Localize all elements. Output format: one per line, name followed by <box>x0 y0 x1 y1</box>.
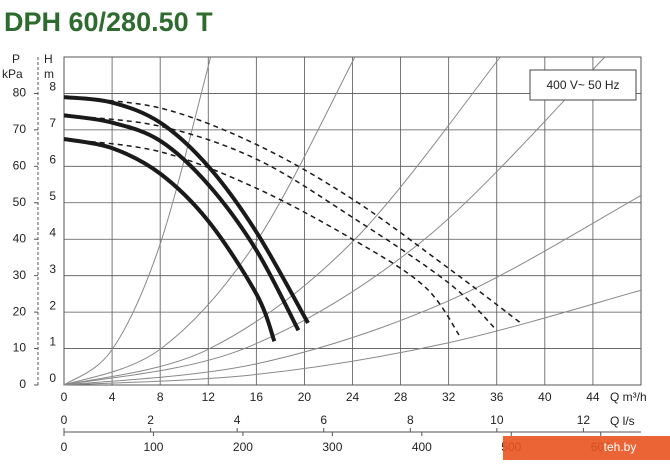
y2-tick-label: 10 <box>13 341 27 355</box>
curve <box>63 195 642 386</box>
x2-tick-label: 6 <box>320 413 327 427</box>
x2-tick-label: 4 <box>234 413 241 427</box>
x-tick-label: 36 <box>490 390 504 404</box>
y2-tick-label: 0 <box>19 377 26 391</box>
x-tick-label: 8 <box>157 390 164 404</box>
x-tick-label: 4 <box>109 390 116 404</box>
y-tick-label: 0 <box>49 371 56 385</box>
curve <box>63 96 522 324</box>
y-tick-label: 8 <box>49 80 56 94</box>
curve <box>63 56 606 386</box>
y2-tick-label: 20 <box>13 304 27 318</box>
x-tick-label: 28 <box>394 390 408 404</box>
y2-tick-label: 70 <box>13 122 27 136</box>
y2-unit: kPa <box>2 67 23 81</box>
y2-tick-label: 50 <box>13 195 27 209</box>
y-tick-label: 4 <box>49 225 56 239</box>
x-tick-label: 32 <box>442 390 456 404</box>
x-tick-label: 24 <box>346 390 360 404</box>
watermark: teh.by <box>604 440 637 454</box>
x2-tick-label: 10 <box>490 413 504 427</box>
y2-tick-label: 60 <box>13 159 27 173</box>
x-tick-label: 44 <box>586 390 600 404</box>
curve <box>63 289 642 386</box>
curve <box>63 56 212 386</box>
x3-tick-label: 300 <box>322 440 342 454</box>
curve <box>63 137 277 342</box>
y-tick-label: 3 <box>49 262 56 276</box>
y-label: H <box>44 52 53 66</box>
x-tick-label: 0 <box>61 390 68 404</box>
y-unit: m <box>44 67 54 81</box>
x-tick-label: 40 <box>538 390 552 404</box>
y-tick-label: 5 <box>49 189 56 203</box>
x2-tick-label: 2 <box>147 413 154 427</box>
x3-tick-label: 400 <box>412 440 432 454</box>
x2-tick-label: 8 <box>407 413 414 427</box>
curve <box>63 95 310 325</box>
curve <box>63 114 498 331</box>
y-tick-label: 2 <box>49 298 56 312</box>
y-tick-label: 6 <box>49 153 56 167</box>
x-tick-label: 12 <box>202 390 216 404</box>
x2-tick-label: 12 <box>577 413 591 427</box>
curve <box>63 113 301 332</box>
annotation-box <box>529 69 637 101</box>
annotation: 400 V~ 50 Hz <box>546 78 619 92</box>
y2-tick-label: 30 <box>13 268 27 282</box>
curve <box>63 56 501 386</box>
x3-tick-label: 0 <box>61 440 68 454</box>
y2-tick-label: 80 <box>13 86 27 100</box>
x2-tick-label: 0 <box>61 413 68 427</box>
x3-tick-label: 100 <box>143 440 163 454</box>
watermark-box <box>503 436 670 460</box>
x2-label: Q l/s <box>610 414 635 428</box>
curve <box>63 56 356 386</box>
x-tick-label: 16 <box>250 390 264 404</box>
y2-tick-label: 40 <box>13 231 27 245</box>
chart-title: DPH 60/280.50 T <box>4 7 213 37</box>
y2-label: P <box>12 52 20 66</box>
y-tick-label: 1 <box>49 335 56 349</box>
x3-tick-label: 200 <box>233 440 253 454</box>
x-tick-label: 20 <box>298 390 312 404</box>
y-tick-label: 7 <box>49 116 56 130</box>
x-label: Q m³/h <box>610 390 647 404</box>
